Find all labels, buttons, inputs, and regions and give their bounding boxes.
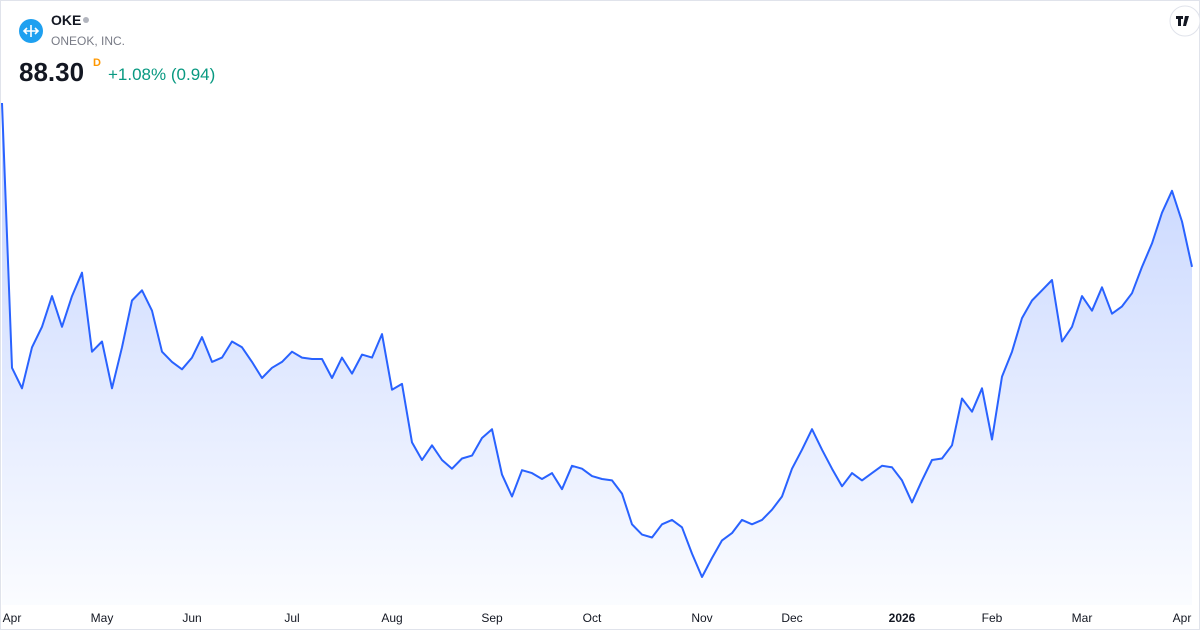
x-tick-label: Nov bbox=[691, 611, 712, 625]
x-tick-label: Mar bbox=[1072, 611, 1093, 625]
x-tick-label: Jun bbox=[182, 611, 201, 625]
status-dot bbox=[83, 17, 89, 23]
x-tick-label: Aug bbox=[381, 611, 402, 625]
x-tick-label: May bbox=[91, 611, 114, 625]
interval: D bbox=[93, 57, 101, 69]
symbol: OKE bbox=[51, 12, 81, 28]
price: 88.30 bbox=[19, 57, 84, 87]
x-tick-label: Feb bbox=[982, 611, 1003, 625]
brand-logo bbox=[1176, 16, 1189, 26]
area-fill bbox=[2, 103, 1192, 605]
logo-mark bbox=[22, 25, 40, 37]
x-tick-label: Sep bbox=[481, 611, 503, 625]
company: ONEOK, INC. bbox=[51, 34, 125, 48]
x-tick-label: Jul bbox=[284, 611, 299, 625]
price-line bbox=[1, 102, 1193, 578]
x-tick-label: Apr bbox=[1173, 611, 1192, 625]
x-tick-label: Dec bbox=[781, 611, 802, 625]
x-tick-label: 2026 bbox=[889, 611, 916, 625]
x-tick-label: Oct bbox=[583, 611, 602, 625]
change: +1.08% (0.94) bbox=[108, 65, 215, 84]
x-tick-label: Apr bbox=[3, 611, 22, 625]
